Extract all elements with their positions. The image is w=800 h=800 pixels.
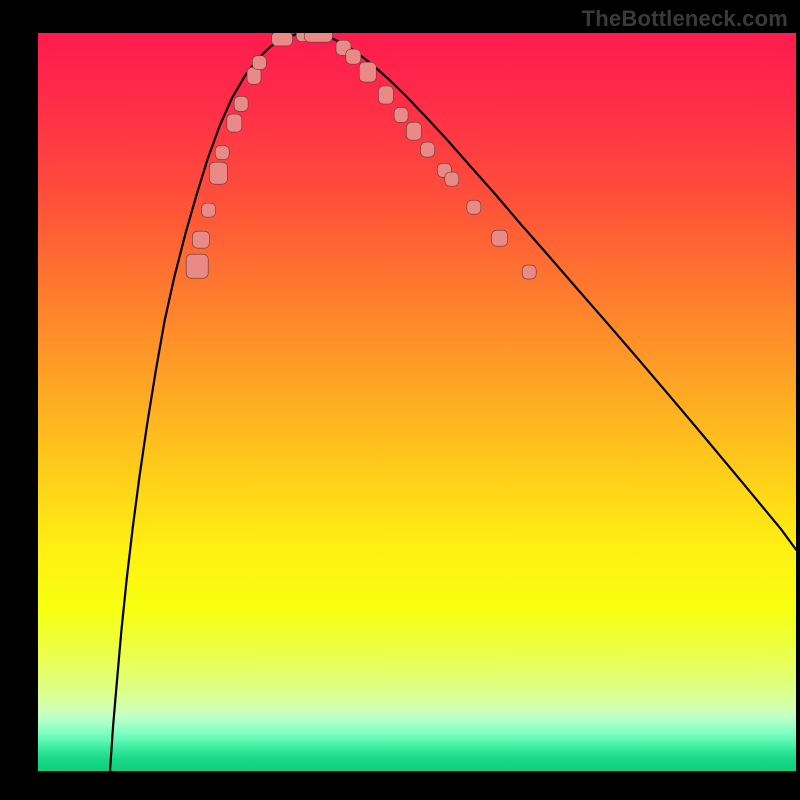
- plot-area: [38, 33, 796, 771]
- chart-canvas: TheBottleneck.com: [0, 0, 800, 800]
- gradient-background: [38, 33, 796, 771]
- watermark-text: TheBottleneck.com: [582, 6, 788, 32]
